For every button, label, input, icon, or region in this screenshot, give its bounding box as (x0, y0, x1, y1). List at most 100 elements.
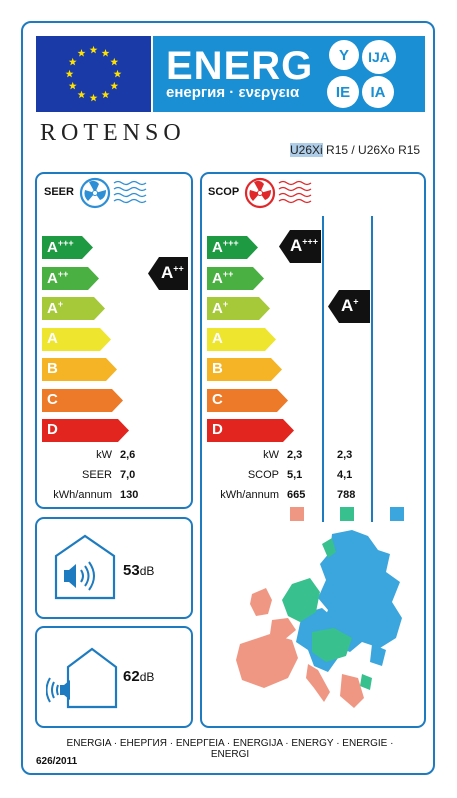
seer-class-Ap: A+ (42, 297, 106, 320)
seer-class-label: B (47, 360, 58, 377)
model-rest: R15 / U26Xo R15 (322, 143, 421, 157)
scop-class-label: A+++ (212, 238, 239, 256)
lang-code-ia: IA (362, 76, 394, 108)
class-letter: D (212, 421, 223, 438)
scop-avg-scop: 4,1 (337, 469, 353, 481)
scop-class-B: B (207, 358, 283, 381)
scop-warm-letter: A (290, 236, 303, 255)
scop-panel (200, 172, 426, 728)
eu-star (89, 93, 98, 102)
eu-star (113, 69, 122, 78)
seer-value-annual: 130 (120, 489, 139, 501)
class-letter: A (212, 269, 223, 287)
eu-star (68, 81, 77, 90)
scop-warm-annual: 665 (287, 489, 306, 501)
seer-class-A: A (42, 327, 112, 351)
lang-code-ie: IE (327, 76, 359, 108)
zone-average-swatch (340, 507, 354, 521)
class-sup: ++ (222, 268, 234, 279)
seer-indicator-letter: A (161, 263, 174, 282)
eu-star (89, 45, 98, 54)
scop-class-label: B (212, 360, 223, 377)
scop-avg-sup: + (353, 296, 359, 307)
scop-divider-2 (371, 216, 373, 522)
class-letter: A (47, 239, 58, 256)
class-letter: A (47, 300, 58, 317)
indoor-noise-panel (35, 517, 193, 619)
scop-key-kw: kW (263, 449, 279, 461)
outdoor-noise-unit: dB (139, 670, 155, 684)
zone-warm-swatch (290, 507, 304, 521)
seer-class-B: B (42, 358, 118, 381)
model-indoor: U26Xi (290, 143, 323, 157)
model-name: U26Xi R15 / U26Xo R15 (290, 143, 420, 157)
eu-flag (36, 36, 151, 112)
scop-class-label: A (212, 330, 223, 347)
scop-key-annual: kWh/annum (220, 489, 279, 501)
eu-star (65, 69, 74, 78)
outdoor-noise-panel (35, 626, 193, 728)
fan-blue-icon (78, 176, 158, 215)
class-letter: D (47, 421, 58, 438)
class-letter: C (47, 390, 58, 408)
scop-indicator-warm: A+++ (279, 230, 321, 268)
scop-class-Ap: A+ (207, 297, 271, 320)
lang-code-ija: IJA (362, 40, 396, 74)
class-letter: C (212, 390, 223, 408)
eu-star (110, 57, 119, 66)
seer-class-label: C (47, 391, 58, 408)
scop-key-scop: SCOP (247, 469, 279, 481)
regulation-number: 626/2011 (36, 756, 78, 767)
scop-class-C: C (207, 388, 289, 412)
seer-class-label: D (47, 421, 58, 438)
eu-star (68, 57, 77, 66)
scop-class-App: A++ (207, 266, 265, 290)
seer-value-kw: 2,6 (120, 449, 136, 461)
class-sup: +++ (222, 238, 239, 248)
eu-star (101, 49, 110, 57)
seer-key-kw: kW (96, 449, 112, 461)
eu-star (110, 81, 119, 90)
indoor-speaker-icon (52, 532, 118, 607)
brand-logo: ROTENSO (40, 120, 186, 146)
class-sup: ++ (57, 268, 69, 279)
scop-class-A: A (207, 327, 277, 351)
class-letter: A (47, 269, 58, 287)
fan-red-icon (243, 176, 323, 215)
eu-star (101, 90, 110, 99)
seer-indicator: A++ (148, 257, 188, 295)
class-letter: B (47, 360, 58, 377)
scop-class-label: C (212, 391, 223, 408)
class-letter: B (212, 360, 223, 377)
energy-subtitle: енергия · ενεργεια (166, 84, 300, 101)
seer-class-App: A++ (42, 266, 100, 290)
eu-star (77, 49, 86, 57)
class-letter: A (212, 239, 223, 256)
seer-value-seer: 7,0 (120, 469, 136, 481)
seer-indicator-sup: ++ (173, 263, 184, 274)
scop-avg-kw: 2,3 (337, 449, 353, 461)
seer-class-C: C (42, 388, 124, 412)
seer-key-annual: kWh/annum (53, 489, 112, 501)
outdoor-noise-value: 62dB (123, 668, 154, 685)
seer-class-label: A++ (47, 269, 68, 287)
seer-title: SEER (44, 186, 74, 198)
eu-star (77, 90, 86, 99)
zone-cold-swatch (390, 507, 404, 521)
seer-class-label: A (47, 330, 58, 347)
outdoor-noise-number: 62 (123, 668, 140, 685)
outdoor-speaker-icon (45, 645, 120, 716)
europe-climate-map (222, 524, 422, 729)
scop-class-D: D (207, 419, 295, 442)
scop-warm-sup: +++ (302, 236, 319, 247)
scop-class-label: A++ (212, 269, 233, 287)
scop-divider-1 (322, 216, 324, 522)
indoor-noise-unit: dB (139, 564, 155, 578)
class-letter: A (47, 329, 58, 347)
scop-class-label: D (212, 421, 223, 438)
scop-class-Appp: A+++ (207, 236, 259, 259)
scop-indicator-avg: A+ (328, 290, 370, 328)
seer-class-Appp: A+++ (42, 236, 94, 259)
seer-class-label: A+ (47, 299, 63, 317)
seer-class-D: D (42, 419, 130, 442)
